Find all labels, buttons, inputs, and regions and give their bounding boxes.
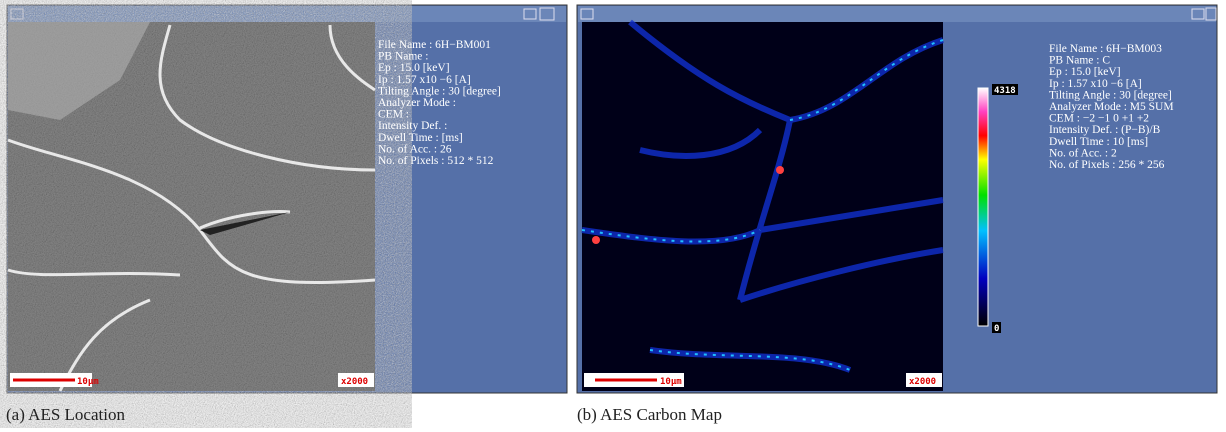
info-line: PB Name : C [1049, 55, 1110, 67]
info-line: No. of Acc. : 2 [1049, 147, 1117, 159]
title-bar [578, 6, 1216, 22]
colorbar [978, 88, 988, 326]
info-line: No. of Pixels : 512 * 512 [378, 155, 494, 167]
info-line: No. of Acc. : 26 [378, 143, 452, 155]
minimize-button[interactable] [1192, 9, 1204, 19]
info-line: Dwell Time : 10 [ms] [1049, 136, 1148, 148]
scale-label: 10μm [660, 377, 682, 387]
info-line: Dwell Time : [ms] [378, 132, 463, 144]
info-line: Analyzer Mode : [378, 97, 456, 109]
info-line: File Name : 6H−BM003 [1049, 43, 1162, 55]
info-line: File Name : 6H−BM001 [378, 39, 491, 51]
info-line: Tilting Angle : 30 [degree] [378, 85, 501, 97]
info-line: No. of Pixels : 256 * 256 [1049, 159, 1165, 171]
caption: (a) AES Location [6, 405, 125, 424]
info-line: Tilting Angle : 30 [degree] [1049, 89, 1172, 101]
title-bar [8, 6, 566, 22]
info-line: Intensity Def. : (P−B)/B [1049, 124, 1161, 136]
scale-label: 10μm [77, 377, 99, 387]
info-line: Intensity Def. : [378, 120, 447, 132]
info-line: Ip : 1.57 x10 −6 [A] [1049, 78, 1142, 90]
colorbar-max: 4318 [994, 86, 1016, 96]
magnification: x2000 [909, 377, 936, 387]
caption: (b) AES Carbon Map [577, 405, 722, 424]
figure: 10μm x2000 File Name : 6H−BM001PB Name :… [0, 0, 1226, 432]
info-line: Analyzer Mode : M5 SUM [1049, 101, 1174, 113]
colorbar-min: 0 [994, 324, 999, 334]
magnification: x2000 [341, 377, 368, 387]
carbon-hotspot [776, 166, 784, 174]
carbon-hotspot [592, 236, 600, 244]
minimize-button[interactable] [524, 9, 536, 19]
info-line: PB Name : [378, 51, 428, 63]
figure-svg: 10μm x2000 File Name : 6H−BM001PB Name :… [0, 0, 1226, 432]
info-line: Ep : 15.0 [keV] [378, 62, 450, 74]
info-line: Ep : 15.0 [keV] [1049, 66, 1121, 78]
info-line: CEM : −2 −1 0 +1 +2 [1049, 113, 1149, 125]
window-b: 10μm x2000 4318 0 File Name : 6H−BM003PB… [577, 5, 1217, 393]
info-line: CEM : [378, 109, 409, 121]
info-line: Ip : 1.57 x10 −6 [A] [378, 74, 471, 86]
